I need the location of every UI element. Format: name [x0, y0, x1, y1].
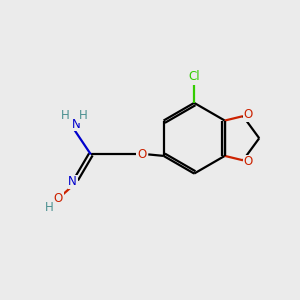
Text: O: O: [54, 192, 63, 205]
Text: H: H: [61, 109, 70, 122]
Text: H: H: [79, 109, 87, 122]
Text: O: O: [244, 108, 253, 121]
Text: H: H: [45, 201, 54, 214]
Text: Cl: Cl: [188, 70, 200, 83]
Text: N: N: [72, 118, 80, 131]
Text: O: O: [244, 155, 253, 168]
Text: N: N: [68, 175, 77, 188]
Text: O: O: [138, 148, 147, 161]
